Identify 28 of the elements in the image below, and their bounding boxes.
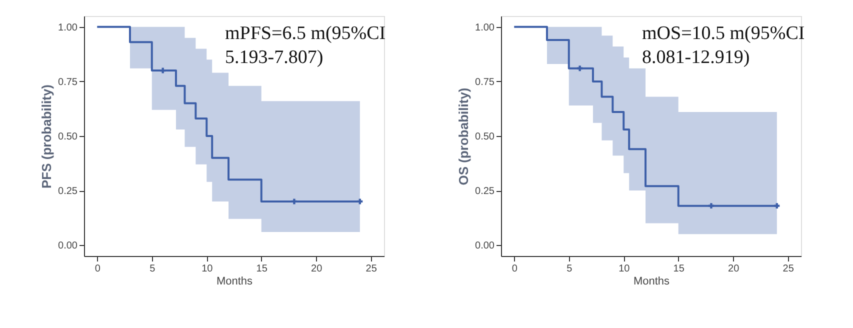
x-tick-label: 15: [673, 264, 685, 274]
x-tick-label: 10: [202, 264, 214, 274]
x-tick-label: 10: [618, 264, 630, 274]
x-tick-label: 25: [782, 264, 794, 274]
y-tick-label: 0.25: [475, 186, 495, 198]
x-tick-label: 15: [256, 264, 268, 274]
y-axis-title: OS (probability): [456, 88, 472, 186]
x-tick-label: 0: [512, 264, 518, 274]
x-tick-label: 20: [311, 264, 323, 274]
x-tick-label: 0: [94, 264, 101, 274]
x-tick-label: 20: [728, 264, 740, 274]
x-tick-label: 5: [150, 264, 156, 274]
y-tick-label: 1.00: [475, 22, 495, 34]
x-tick-label: 25: [366, 264, 378, 274]
y-tick-label: 0.75: [58, 76, 78, 88]
x-axis-title: Months: [633, 276, 670, 288]
y-tick-label: 0.25: [58, 186, 78, 198]
x-tick-label: 5: [566, 264, 573, 274]
y-tick-label: 0.00: [475, 240, 495, 252]
y-tick-label: 1.00: [58, 22, 78, 34]
y-tick-label: 0.50: [475, 132, 495, 142]
y-axis-title: PFS (probability): [39, 84, 54, 188]
y-tick-label: 0.75: [475, 76, 495, 88]
y-tick-label: 0.00: [58, 240, 78, 252]
x-axis-title: Months: [216, 276, 254, 288]
y-tick-label: 0.50: [58, 132, 78, 142]
annotation: mPFS=6.5 m(95%CI 5.193-7.807): [225, 23, 386, 68]
annotation: mOS=10.5 m(95%CI 8.081-12.919): [642, 23, 805, 68]
